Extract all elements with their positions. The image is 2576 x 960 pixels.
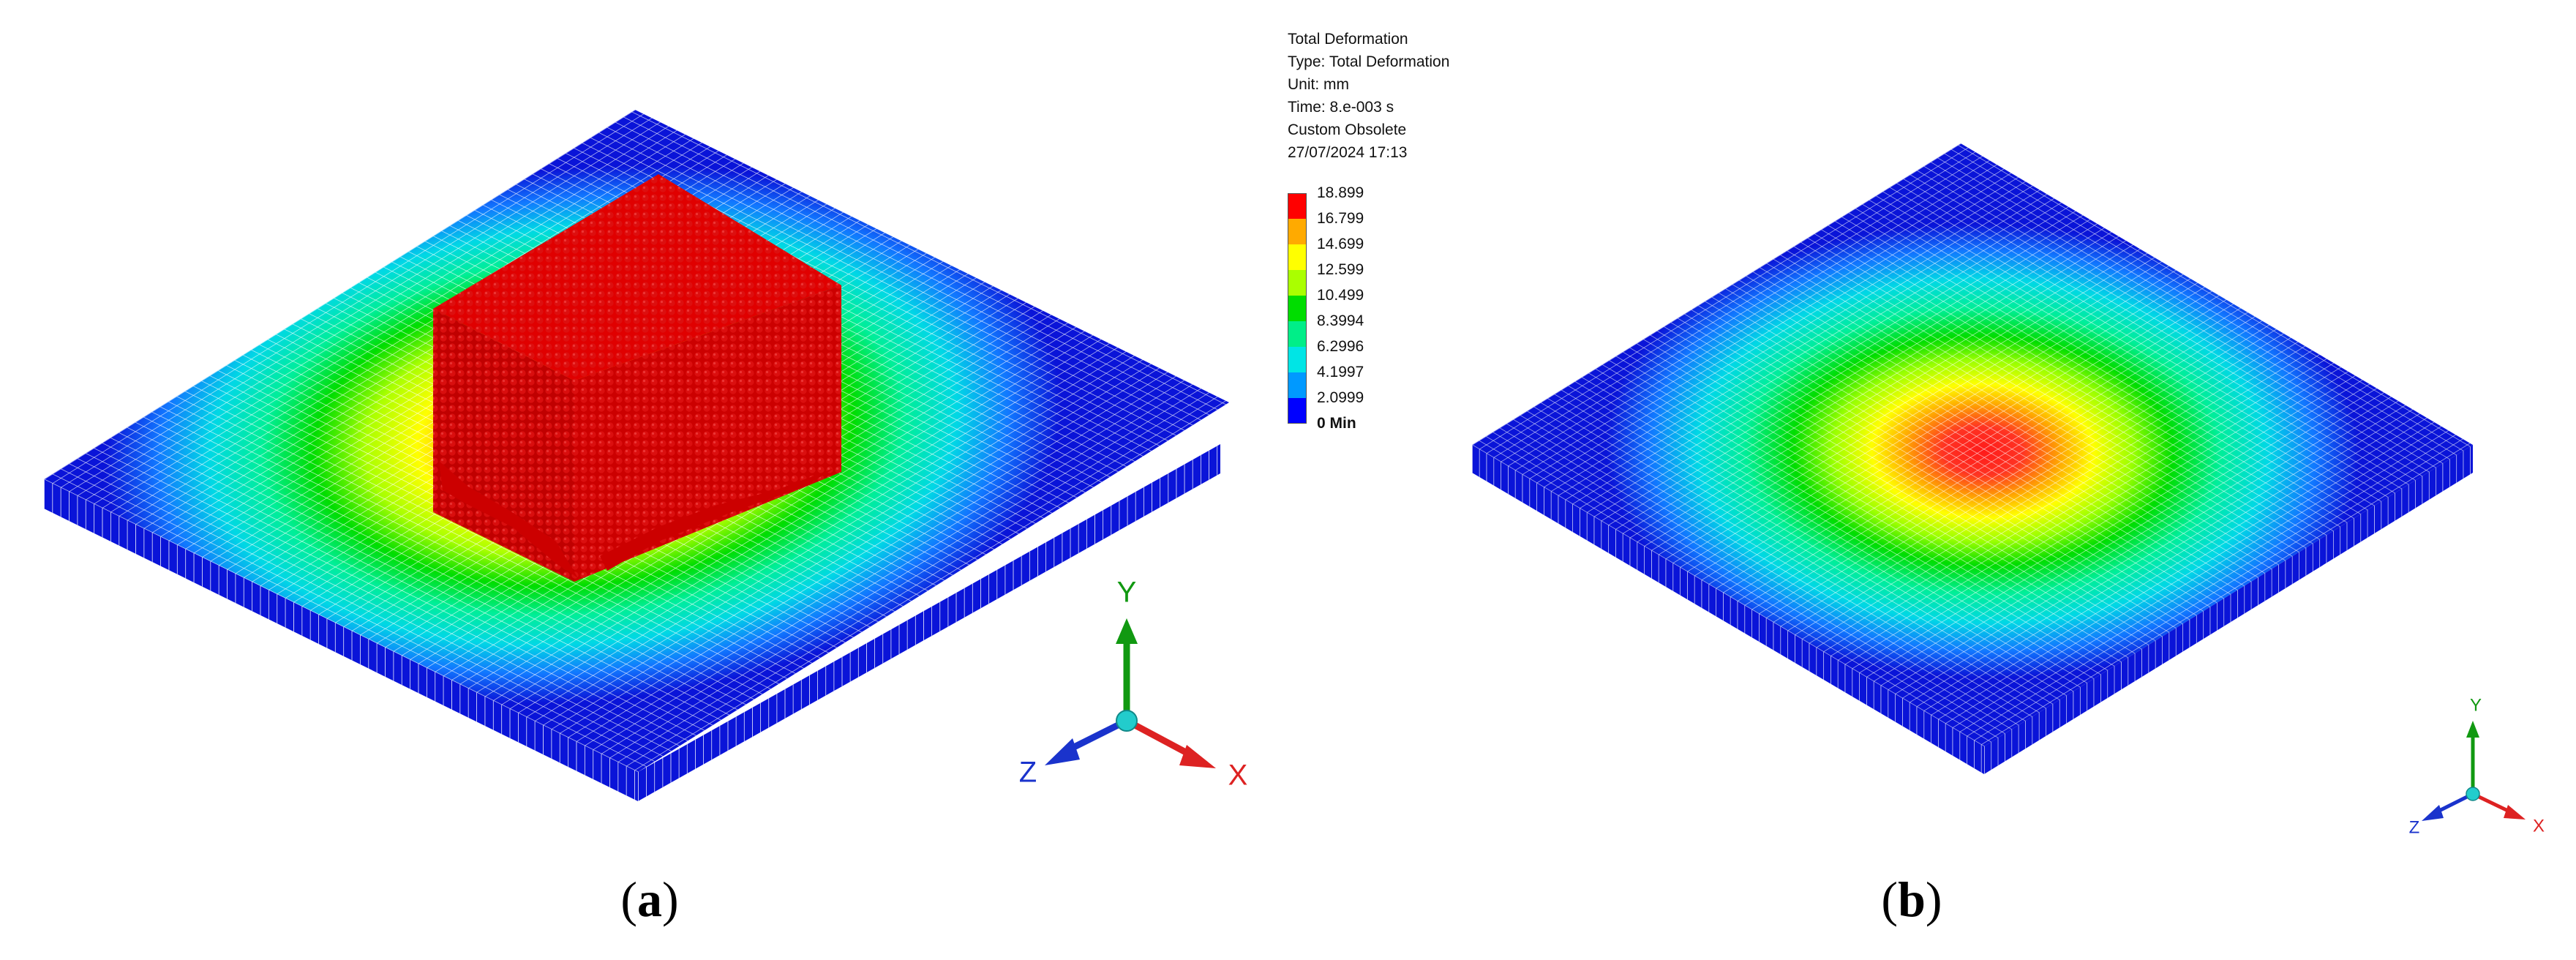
result-type: Type: Total Deformation xyxy=(1288,53,1450,70)
legend-value-label: 0 Min xyxy=(1317,415,1356,432)
legend-band xyxy=(1288,219,1307,244)
legend-value-label: 6.2996 xyxy=(1317,338,1364,355)
plate-a-front-left-side xyxy=(44,479,638,802)
triad-a-x-label: X xyxy=(1228,760,1248,792)
impactor-block-a xyxy=(433,174,841,582)
legend-band xyxy=(1288,372,1307,398)
plate-b xyxy=(1472,143,2474,775)
coordinate-triad-b: Y X Z xyxy=(2409,695,2545,837)
result-timestamp: 27/07/2024 17:13 xyxy=(1288,144,1408,161)
result-unit: Unit: mm xyxy=(1288,76,1349,93)
triad-a-z-label: Z xyxy=(1019,757,1037,789)
caption-b: (b) xyxy=(1881,871,1942,927)
triad-a-z-axis xyxy=(1045,717,1129,765)
legend-band xyxy=(1288,193,1307,219)
plate-b-front-right-side xyxy=(1984,444,2474,775)
legend-value-label: 16.799 xyxy=(1317,210,1364,227)
triad-b-z-axis xyxy=(2422,792,2474,821)
legend-value-label: 14.699 xyxy=(1317,236,1364,252)
coordinate-triad-a: Y X Z xyxy=(1019,577,1248,792)
caption-a: (a) xyxy=(620,871,679,927)
legend-band xyxy=(1288,296,1307,321)
triad-b-z-label: Z xyxy=(2409,817,2420,837)
legend-value-label: 2.0999 xyxy=(1317,389,1364,406)
triad-a-x-axis xyxy=(1124,718,1216,768)
plate-a-front-right-side xyxy=(638,444,1220,802)
legend-value-label: 4.1997 xyxy=(1317,364,1364,380)
legend-value-label: 18.899 xyxy=(1317,184,1364,201)
legend-value-label: 12.599 xyxy=(1317,261,1364,278)
legend-band xyxy=(1288,347,1307,372)
legend-band xyxy=(1288,398,1307,424)
plate-b-front-left-side xyxy=(1472,445,1984,775)
triad-a-y-axis xyxy=(1116,618,1138,721)
triad-a-origin xyxy=(1116,710,1138,732)
result-info: Total Deformation Type: Total Deformatio… xyxy=(1288,28,1449,164)
triad-b-x-axis xyxy=(2471,792,2526,820)
plate-b-top-surface xyxy=(1472,143,2474,747)
legend-value-label: 8.3994 xyxy=(1317,312,1364,329)
triad-b-origin xyxy=(2466,787,2480,801)
triad-b-x-label: X xyxy=(2533,816,2545,836)
result-title: Total Deformation xyxy=(1288,31,1408,48)
triad-a-y-label: Y xyxy=(1117,577,1137,609)
result-time: Time: 8.e-003 s xyxy=(1288,99,1394,116)
legend-band xyxy=(1288,244,1307,270)
triad-b-y-axis xyxy=(2466,721,2479,794)
legend-band xyxy=(1288,321,1307,347)
triad-b-y-label: Y xyxy=(2470,695,2482,715)
result-custom: Custom Obsolete xyxy=(1288,121,1407,138)
legend-band xyxy=(1288,270,1307,296)
legend-value-label: 10.499 xyxy=(1317,287,1364,304)
